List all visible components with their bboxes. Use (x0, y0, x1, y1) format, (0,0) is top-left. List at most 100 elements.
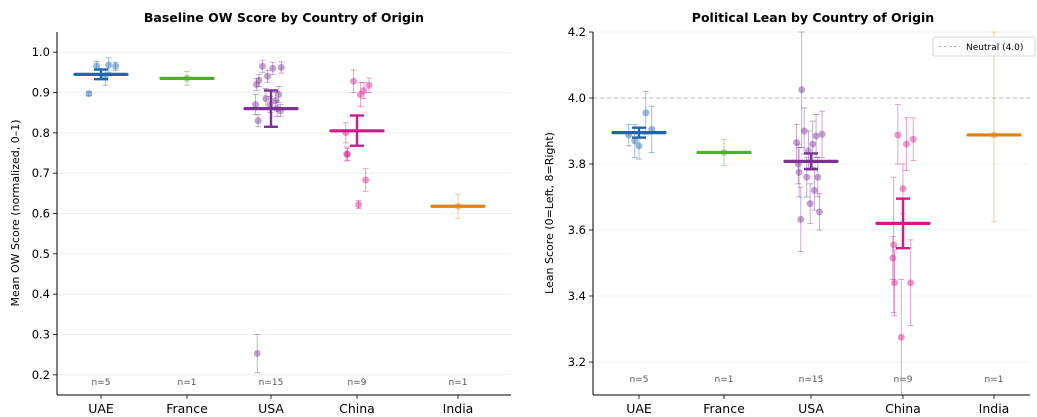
y-tick-label: 0.6 (32, 207, 50, 221)
y-tick-label: 3.6 (568, 223, 586, 237)
data-point (252, 80, 260, 88)
data-point (899, 185, 907, 193)
panel-political-lean: Political Lean by Country of Origin Lean… (543, 10, 1036, 416)
data-point (275, 91, 283, 99)
data-point (812, 132, 820, 140)
y-tick-label: 3.8 (568, 157, 586, 171)
x-tick-label: China (885, 401, 921, 416)
data-point (254, 117, 262, 125)
data-point (897, 333, 905, 341)
sample-size-labels: n=5 n=1 n=15 n=9 n=1 (630, 375, 1004, 385)
data-point (809, 140, 817, 148)
data-point (93, 62, 101, 70)
x-tick-label: France (166, 401, 208, 416)
grid-lines (57, 51, 511, 376)
chart-title: Political Lean by Country of Origin (692, 10, 934, 25)
y-tick-label: 4.0 (568, 91, 586, 105)
data-point (907, 279, 915, 287)
data-point (889, 254, 897, 262)
y-tick-label: 0.9 (32, 86, 50, 100)
sample-size-label: n=15 (259, 378, 284, 388)
data-point (85, 90, 93, 98)
data-point (360, 86, 368, 94)
data-point (894, 131, 902, 139)
panel-baseline-ow-score: Baseline OW Score by Country of Origin M… (9, 10, 511, 416)
x-tick-label: UAE (626, 401, 652, 416)
x-tick-label: France (703, 401, 745, 416)
y-tick-label: 0.5 (32, 247, 50, 261)
sample-size-label: n=1 (178, 378, 197, 388)
data-point (269, 64, 277, 72)
sample-size-labels: n=5 n=1 n=15 n=9 n=1 (92, 378, 468, 388)
x-tick-label: India (979, 401, 1010, 416)
data-point (252, 101, 260, 109)
x-tick-label: USA (258, 401, 284, 416)
x-tick-label: India (443, 401, 474, 416)
legend: Neutral (4.0) (932, 36, 1036, 57)
data-point (642, 109, 650, 117)
data-point (806, 200, 814, 208)
data-point (891, 279, 898, 287)
data-point (798, 86, 806, 94)
data-point (262, 95, 270, 103)
tick-labels: 3.2 3.4 3.6 3.8 4.0 4.2 UAE France USA China India (568, 25, 1010, 416)
data-point (356, 91, 364, 99)
data-point (258, 62, 266, 70)
data-point (362, 176, 370, 184)
data-point (818, 130, 826, 138)
y-tick-label: 3.2 (568, 355, 586, 369)
data-point (635, 142, 643, 150)
axes (592, 32, 1030, 396)
data-point (902, 140, 910, 148)
data-marks (611, 31, 1022, 396)
data-point (800, 127, 808, 135)
data-point (355, 201, 363, 209)
data-point (277, 63, 285, 71)
data-point (255, 76, 263, 84)
y-tick-label: 4.2 (568, 25, 586, 39)
data-point (810, 186, 818, 194)
data-point (264, 72, 272, 80)
sample-size-label: n=9 (348, 378, 367, 388)
data-point (271, 97, 279, 105)
data-point (795, 168, 803, 176)
data-marks (73, 57, 486, 374)
chart-title: Baseline OW Score by Country of Origin (144, 10, 424, 25)
data-point (816, 208, 823, 216)
y-axis-label: Mean OW Score (normalized, 0–1) (9, 120, 22, 307)
sample-size-label: n=1 (715, 375, 734, 385)
data-point (105, 61, 113, 69)
y-tick-label: 0.4 (32, 287, 50, 301)
data-point (890, 241, 898, 249)
sample-size-label: n=1 (449, 378, 468, 388)
y-tick-label: 1.0 (32, 45, 50, 59)
data-point (112, 62, 120, 70)
data-point (803, 173, 811, 181)
tick-labels: 0.2 0.3 0.4 0.5 0.6 0.7 0.8 0.9 1.0 UAE France USA C… (32, 45, 474, 416)
data-point (797, 215, 805, 223)
x-tick-label: UAE (88, 401, 114, 416)
data-point (814, 173, 822, 181)
y-axis-label: Lean Score (0=Left, 8=Right) (543, 132, 556, 294)
sample-size-label: n=5 (630, 375, 649, 385)
sample-size-label: n=9 (894, 375, 913, 385)
data-point (343, 150, 351, 158)
data-point (344, 150, 352, 158)
data-point (793, 139, 801, 147)
legend-label: Neutral (4.0) (966, 43, 1023, 53)
y-tick-label: 0.8 (32, 126, 50, 140)
sample-size-label: n=5 (92, 378, 111, 388)
y-tick-label: 0.3 (32, 328, 50, 342)
x-tick-label: China (339, 401, 375, 416)
x-tick-label: USA (798, 401, 824, 416)
legend-box (932, 36, 1036, 57)
data-point (365, 81, 373, 89)
data-point (909, 135, 917, 143)
y-tick-label: 0.2 (32, 368, 50, 382)
y-tick-label: 0.7 (32, 166, 50, 180)
grid-lines (593, 31, 1030, 363)
sample-size-label: n=15 (799, 375, 824, 385)
sample-size-label: n=1 (985, 375, 1004, 385)
data-point (350, 77, 358, 85)
